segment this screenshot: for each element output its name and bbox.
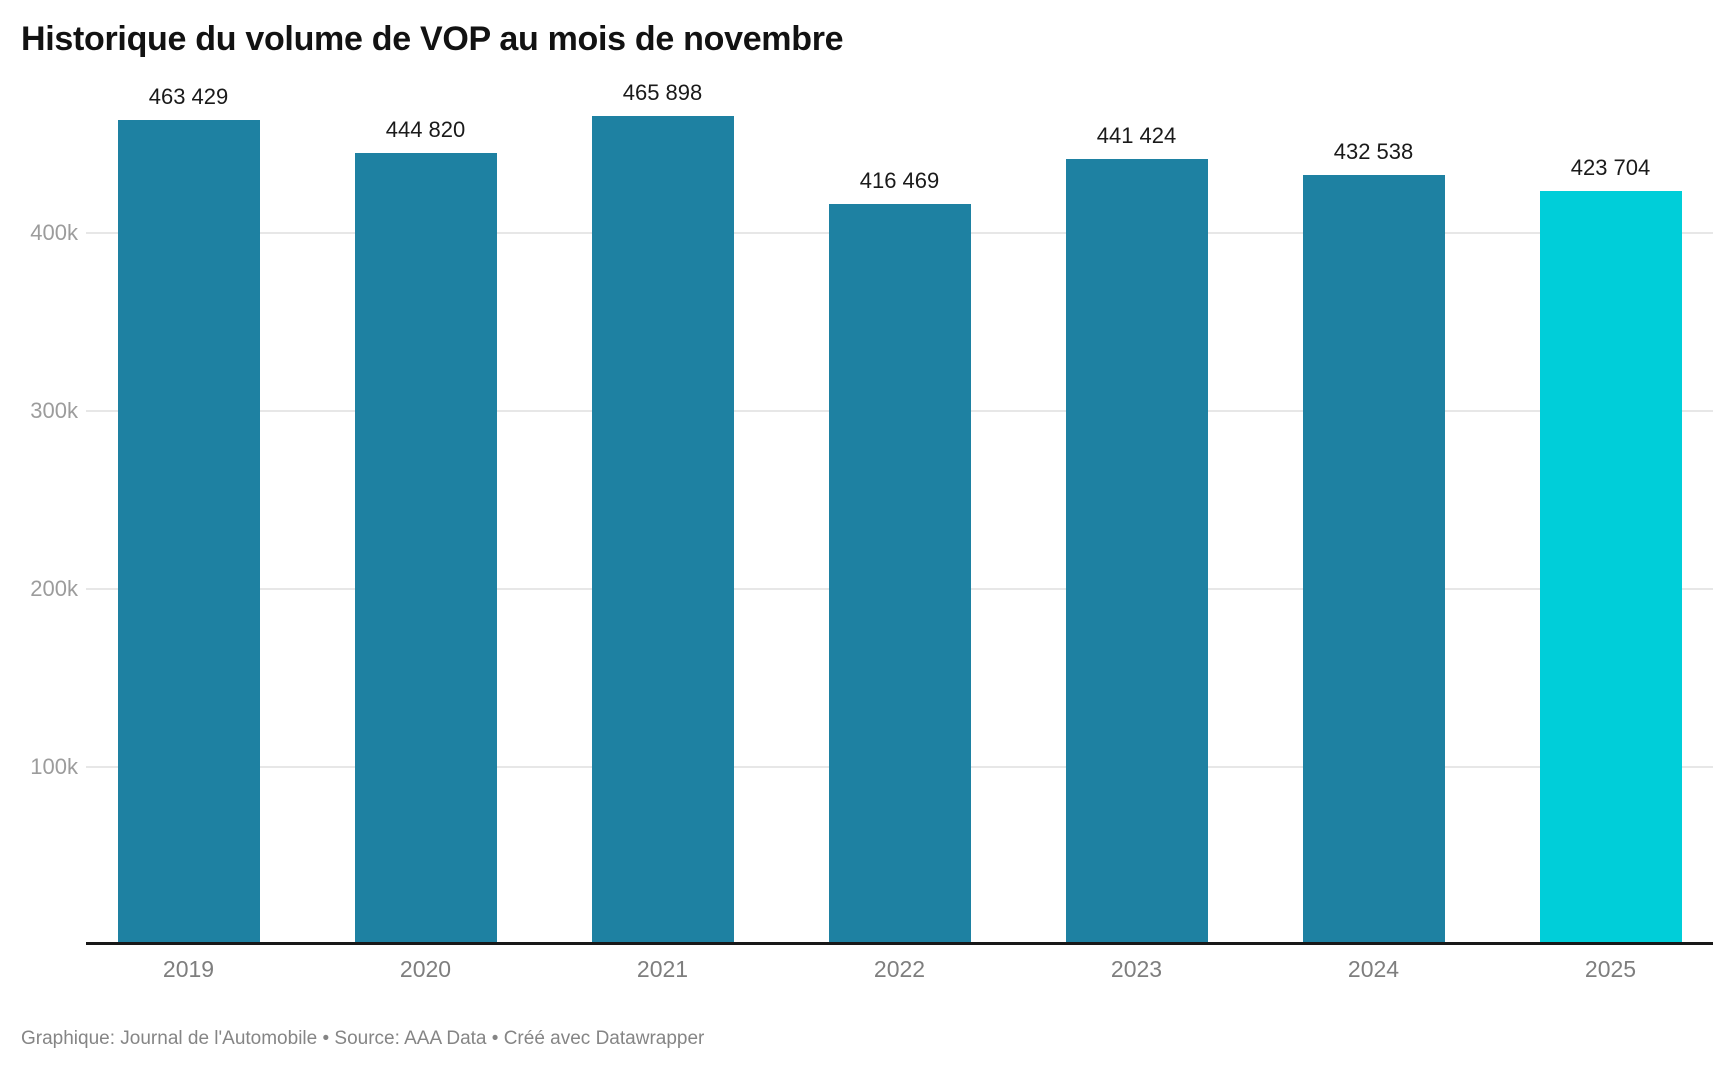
x-axis-label-2021: 2021 (636, 956, 689, 982)
bar-value-label-2024: 432 538 (1333, 139, 1414, 165)
y-axis-tick-label: 200k (30, 576, 78, 601)
bar-2020[interactable] (354, 153, 497, 945)
bar-2019[interactable] (117, 120, 260, 945)
bar-group-2023: 441 424 (1018, 0, 1255, 945)
x-axis-labels: 2019 2020 2021 2022 2023 2024 2025 (70, 956, 1729, 983)
bar-group-2020: 444 820 (307, 0, 544, 945)
bar-value-label-2023: 441 424 (1096, 123, 1177, 149)
bar-value-label-2025: 423 704 (1570, 154, 1651, 180)
x-axis-label-2020: 2020 (399, 956, 452, 982)
y-axis-tick-label: 100k (30, 754, 78, 779)
bar-value-label-2020: 444 820 (385, 117, 466, 143)
bar-2024[interactable] (1302, 175, 1445, 945)
x-axis-label-2022: 2022 (873, 956, 926, 982)
y-axis-tick-label: 400k (30, 220, 78, 245)
bar-value-label-2022: 416 469 (859, 167, 940, 193)
bar-2022[interactable] (828, 203, 971, 945)
bar-group-2019: 463 429 (70, 0, 307, 945)
bar-value-label-2019: 463 429 (148, 84, 229, 110)
bar-2025[interactable] (1539, 190, 1682, 945)
x-axis-label-2019: 2019 (162, 956, 215, 982)
x-axis-line (86, 942, 1713, 945)
bars-layer: 463 429 444 820 465 898 416 469 441 424 432 5… (70, 0, 1729, 945)
chart-footer: Graphique: Journal de l'Automobile • Sou… (21, 1028, 705, 1049)
plot-area: 100k 200k 300k 400k 463 429 444 820 465 898 41… (30, 0, 1729, 945)
bar-2021[interactable] (591, 115, 734, 945)
bar-group-2024: 432 538 (1255, 0, 1492, 945)
bar-value-label-2021: 465 898 (622, 79, 703, 105)
y-axis-tick-label: 300k (30, 398, 78, 423)
bar-2023[interactable] (1065, 159, 1208, 945)
x-axis-label-2024: 2024 (1347, 956, 1400, 982)
bar-group-2022: 416 469 (781, 0, 1018, 945)
bar-group-2021: 465 898 (544, 0, 781, 945)
x-axis-label-2025: 2025 (1584, 956, 1637, 982)
chart-title: Historique du volume de VOP au mois de n… (21, 20, 844, 58)
bar-group-2025: 423 704 (1492, 0, 1729, 945)
x-axis-label-2023: 2023 (1110, 956, 1163, 982)
